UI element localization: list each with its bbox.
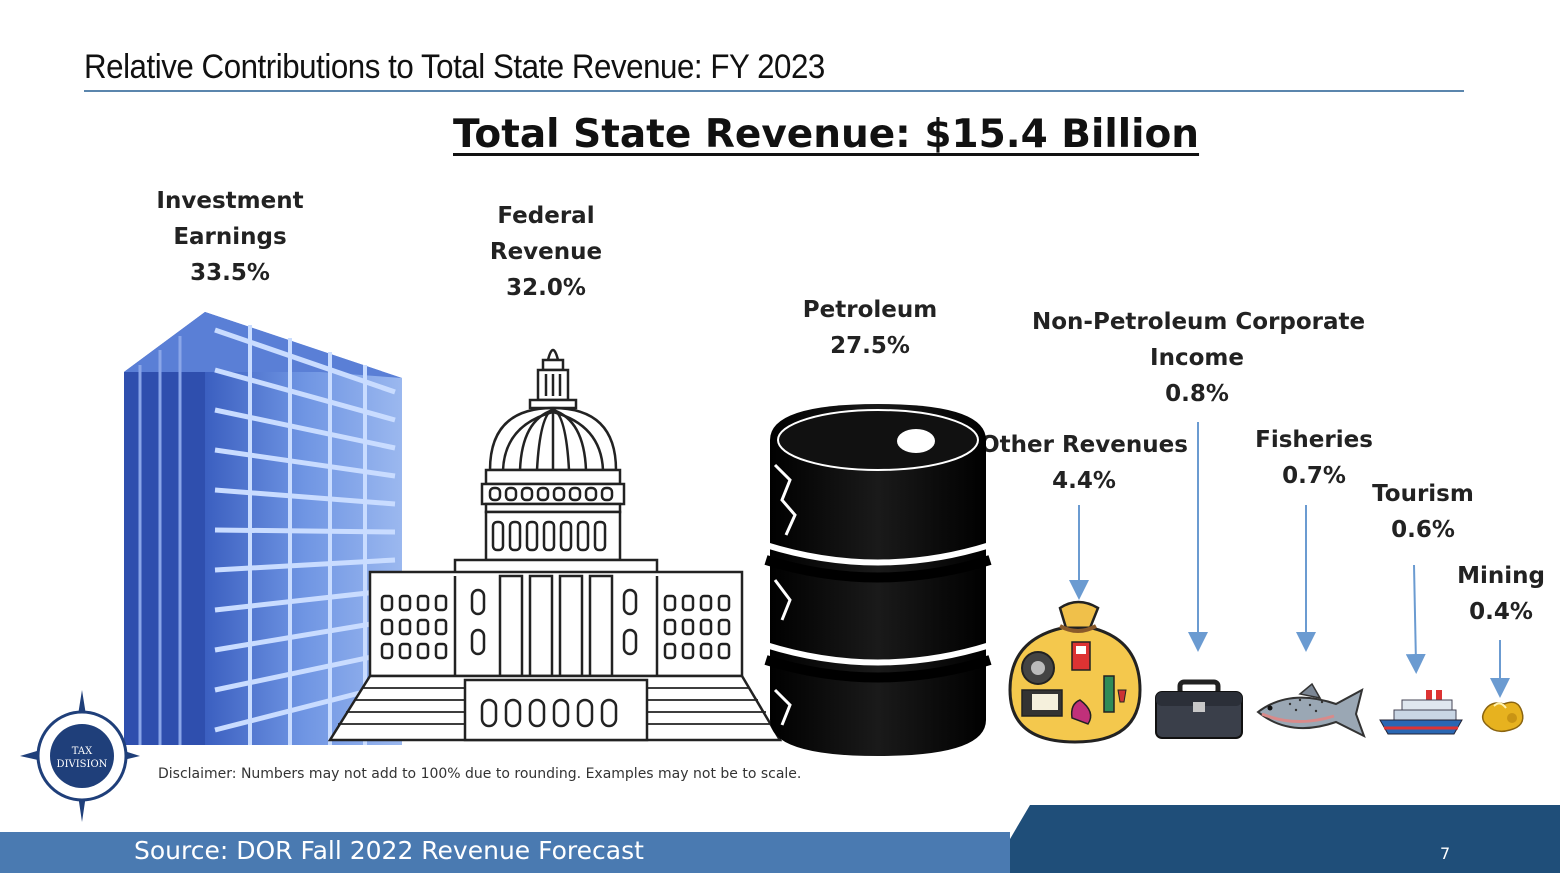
salmon-icon	[1256, 682, 1366, 739]
data-label: 32.0%	[506, 275, 586, 301]
footer-dark-band	[990, 805, 1560, 873]
label-line: Tourism	[1372, 481, 1474, 507]
data-label: 0.7%	[1282, 463, 1346, 489]
label-line: Revenue	[489, 239, 603, 265]
data-label: 0.4%	[1469, 599, 1533, 625]
label-petroleum: Petroleum 27.5%	[770, 292, 970, 364]
gold-nugget-icon	[1481, 701, 1524, 733]
label-line: Federal	[497, 203, 595, 229]
cruise-ship-icon	[1379, 690, 1463, 735]
money-bag-icon	[1008, 600, 1142, 744]
briefcase-icon	[1155, 679, 1243, 739]
label-line: Fisheries	[1255, 427, 1373, 453]
data-label: 0.6%	[1391, 517, 1455, 543]
title-rule	[84, 90, 1464, 92]
source-text: Source: DOR Fall 2022 Revenue Forecast	[134, 836, 644, 865]
disclaimer-text: Disclaimer: Numbers may not add to 100% …	[158, 766, 802, 782]
chart-title: Total State Revenue: $15.4 Billion	[453, 112, 1200, 157]
footer-band	[0, 832, 1010, 873]
slide-title: Relative Contributions to Total State Re…	[84, 48, 825, 86]
label-line: Petroleum	[802, 297, 938, 323]
label-tourism: Tourism 0.6%	[1358, 476, 1488, 548]
label-fisheries: Fisheries 0.7%	[1244, 422, 1384, 494]
data-label: 4.4%	[1052, 468, 1116, 494]
label-investment-earnings: Investment Earnings 33.5%	[130, 183, 330, 291]
seal-text-tax: TAX	[72, 746, 93, 757]
label-non-petroleum-corporate-income: Non-Petroleum Corporate Income 0.8%	[1032, 304, 1366, 412]
label-line: Earnings	[173, 224, 287, 250]
state-seal-logo: TAX DIVISION	[20, 690, 140, 822]
oil-barrel-icon	[764, 404, 992, 756]
data-label: 0.8%	[1165, 381, 1229, 407]
label-line: Mining	[1457, 563, 1545, 589]
label-line: Other Revenues	[980, 432, 1188, 458]
arrow-tourism	[1405, 564, 1426, 674]
pointer-arrows	[1069, 422, 1510, 698]
data-label: 33.5%	[190, 260, 270, 286]
label-line: Investment	[156, 188, 304, 214]
page-number: 7	[1440, 844, 1451, 863]
office-building-icon	[124, 312, 402, 745]
capitol-building-icon	[327, 348, 783, 742]
label-other-revenues: Other Revenues 4.4%	[974, 427, 1194, 499]
label-line: Non-Petroleum Corporate	[1032, 309, 1366, 335]
label-mining: Mining 0.4%	[1446, 558, 1556, 630]
seal-text-division: DIVISION	[57, 759, 108, 770]
data-label: 27.5%	[830, 333, 910, 359]
label-line: Income	[1150, 345, 1244, 371]
label-federal-revenue: Federal Revenue 32.0%	[446, 198, 646, 306]
